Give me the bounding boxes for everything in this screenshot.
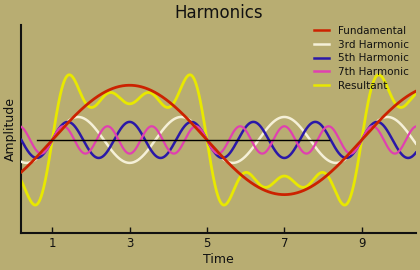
Legend: Fundamental, 3rd Harmonic, 5th Harmonic, 7th Harmonic, Resultant: Fundamental, 3rd Harmonic, 5th Harmonic,…: [312, 24, 411, 93]
Title: Harmonics: Harmonics: [174, 4, 263, 22]
X-axis label: Time: Time: [203, 253, 234, 266]
Y-axis label: Amplitude: Amplitude: [4, 97, 17, 161]
